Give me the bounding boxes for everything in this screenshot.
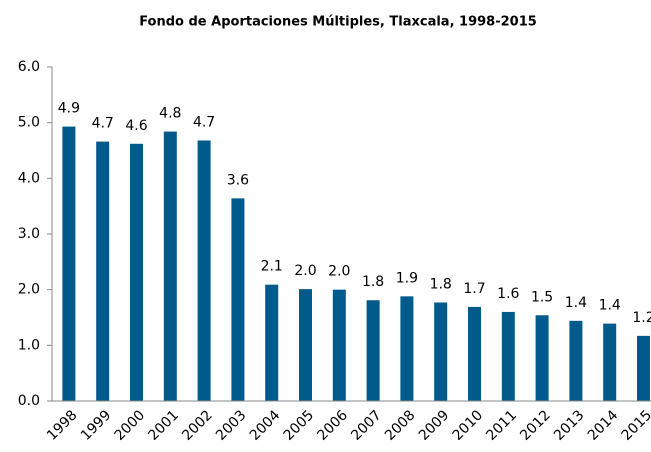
y-tick-label: 3.0	[18, 226, 40, 242]
x-tick-label: 2000	[112, 407, 149, 444]
y-tick-label: 0.0	[18, 393, 40, 409]
y-tick-label: 1.0	[18, 337, 40, 353]
x-tick-label: 2010	[450, 407, 487, 444]
data-label: 4.7	[92, 116, 114, 132]
bar	[299, 289, 312, 401]
data-label: 2.1	[261, 259, 283, 275]
y-tick-label: 2.0	[18, 282, 40, 298]
x-tick-label: 2014	[585, 407, 622, 444]
data-label: 1.4	[599, 298, 621, 314]
data-label: 4.8	[159, 106, 181, 122]
bar	[468, 306, 481, 401]
x-tick-label: 2001	[145, 407, 182, 444]
data-label: 1.5	[531, 289, 553, 305]
x-tick-label: 2006	[314, 407, 351, 444]
data-label: 2.0	[328, 264, 350, 280]
x-tick-label: 2008	[382, 407, 419, 444]
bar	[501, 311, 515, 401]
bar	[637, 335, 650, 401]
bar	[569, 320, 583, 401]
x-tick-label: 2002	[179, 407, 216, 444]
x-tick-label: 2012	[517, 407, 554, 444]
y-tick-label: 6.0	[18, 59, 40, 75]
bar	[434, 302, 448, 401]
bar	[332, 289, 346, 401]
data-label: 1.6	[497, 286, 519, 302]
y-tick-label: 4.0	[18, 170, 40, 186]
bar	[96, 141, 110, 402]
data-label: 1.8	[430, 276, 452, 292]
data-label: 2.0	[294, 263, 316, 279]
data-label: 1.2	[632, 310, 651, 326]
x-tick-label: 1999	[78, 407, 115, 444]
bar	[130, 143, 143, 401]
data-label: 1.8	[362, 274, 384, 290]
x-tick-label: 2004	[247, 407, 284, 444]
bar	[163, 131, 177, 401]
data-label: 1.4	[565, 295, 587, 311]
data-label: 4.6	[125, 118, 147, 134]
x-tick-label: 2013	[551, 407, 588, 444]
bar	[400, 296, 414, 401]
bar	[231, 198, 245, 401]
bar	[197, 140, 211, 402]
x-tick-label: 2003	[213, 407, 250, 444]
x-tick-label: 2005	[281, 407, 318, 444]
bar	[535, 315, 549, 401]
y-tick-label: 5.0	[18, 115, 40, 131]
bar	[62, 126, 76, 402]
data-label: 3.6	[227, 172, 249, 188]
x-tick-label: 2007	[348, 407, 385, 444]
bar	[366, 300, 380, 401]
x-tick-label: 2011	[483, 407, 520, 444]
data-label: 1.7	[463, 281, 485, 297]
bar	[265, 284, 279, 401]
chart-title: Fondo de Aportaciones Múltiples, Tlaxcal…	[139, 15, 537, 30]
data-label: 4.7	[193, 114, 215, 130]
data-label: 1.9	[396, 270, 418, 286]
x-tick-label: 1998	[44, 407, 81, 444]
x-tick-label: 2015	[619, 407, 651, 444]
data-label: 4.9	[58, 101, 80, 117]
bar	[603, 323, 617, 401]
x-tick-label: 2009	[416, 407, 453, 444]
